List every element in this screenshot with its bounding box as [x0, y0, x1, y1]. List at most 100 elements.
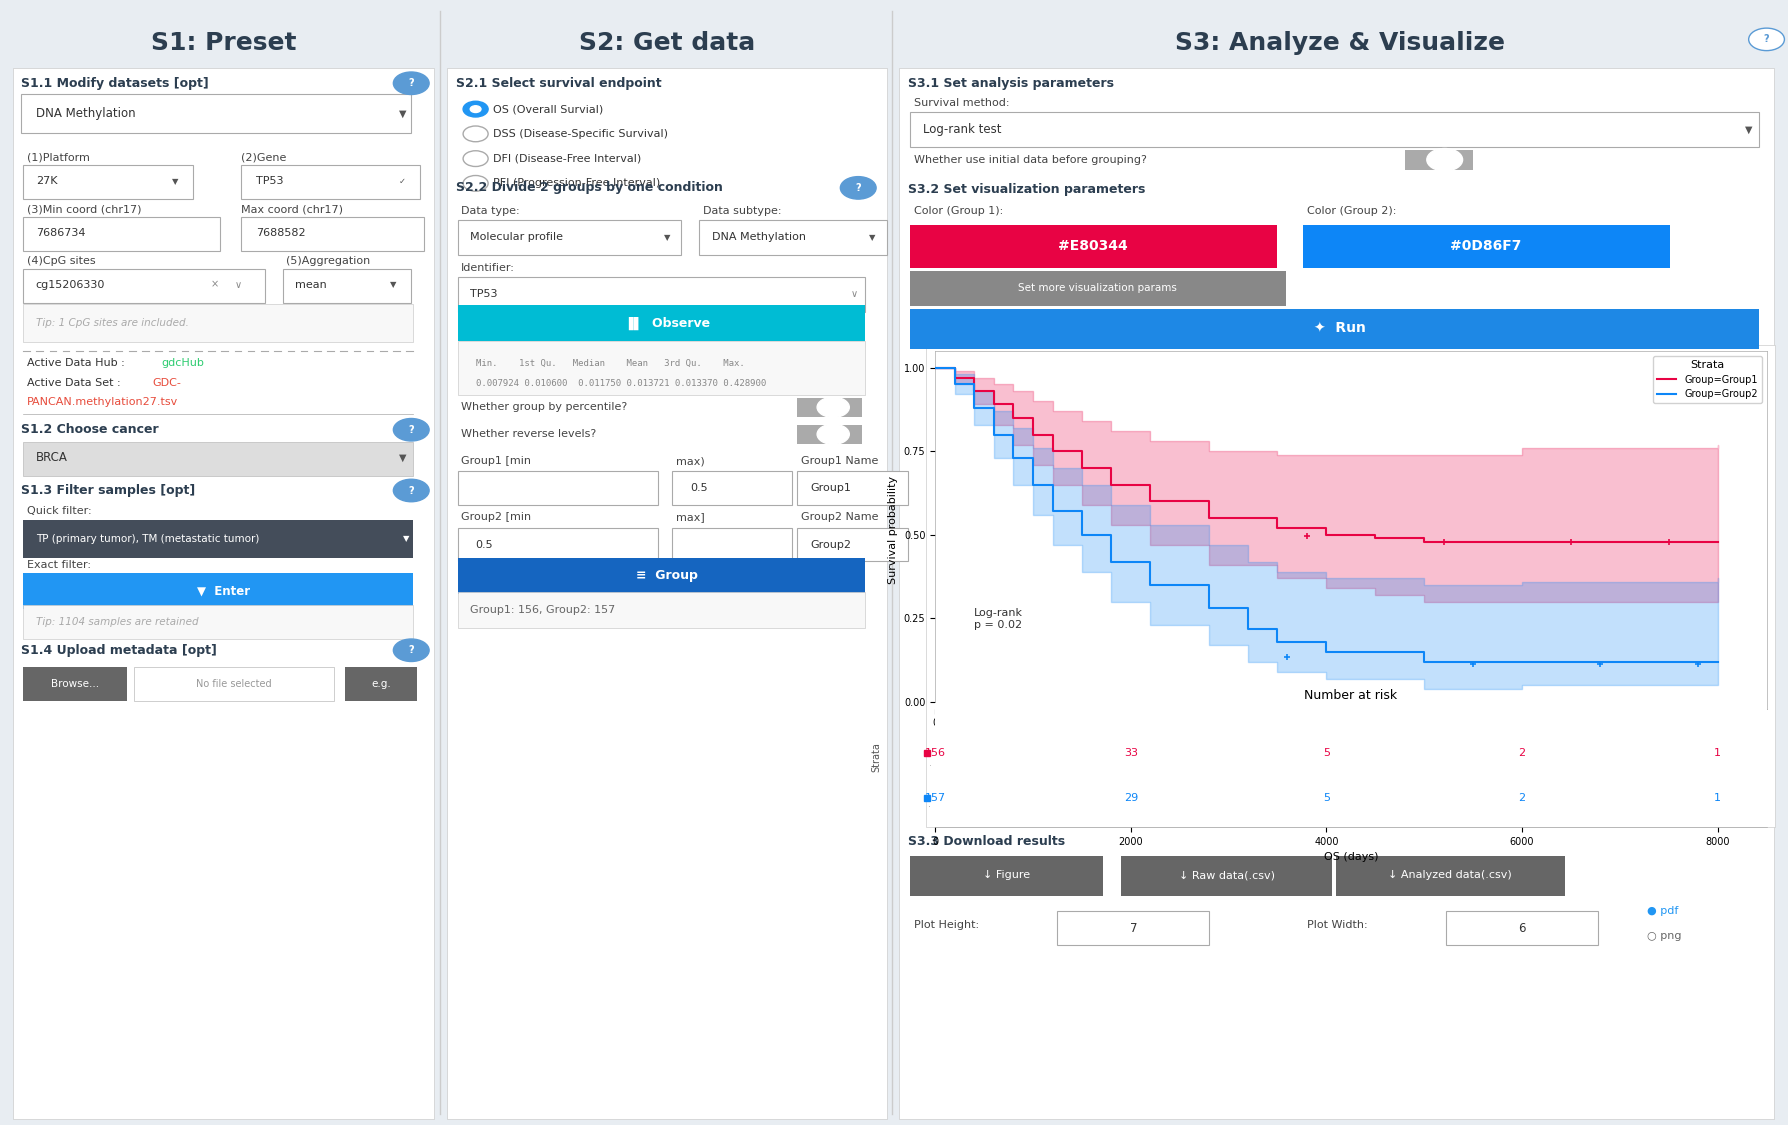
Bar [1121, 856, 1332, 896]
Text: OS (Overall Survial): OS (Overall Survial) [493, 105, 604, 114]
Bar [458, 277, 865, 312]
Text: DNA Methylation: DNA Methylation [36, 107, 136, 120]
Y-axis label: Survival probability: Survival probability [889, 476, 898, 584]
Text: S3.3 Download results: S3.3 Download results [908, 835, 1066, 848]
Bar [1303, 225, 1670, 268]
Text: BRCA: BRCA [36, 451, 68, 465]
Text: DNA Methylation: DNA Methylation [712, 233, 806, 242]
Bar [23, 165, 193, 199]
Text: Identifier:: Identifier: [461, 263, 515, 272]
Text: TP53: TP53 [256, 177, 283, 186]
Text: Data type:: Data type: [461, 207, 520, 216]
Text: Plot Width:: Plot Width: [1307, 920, 1368, 929]
Bar [345, 667, 417, 701]
Text: 5: 5 [1323, 793, 1330, 803]
Text: ▼: ▼ [1745, 125, 1752, 134]
Bar [1405, 150, 1473, 170]
Text: Group1: Group1 [810, 484, 851, 493]
Text: Group1 Name: Group1 Name [801, 457, 878, 466]
Text: ?: ? [855, 183, 862, 192]
Circle shape [1749, 28, 1784, 51]
Text: ✦  Run: ✦ Run [1314, 322, 1366, 335]
Text: (1)Platform: (1)Platform [27, 153, 89, 162]
Text: ▐▌  Observe: ▐▌ Observe [624, 316, 710, 330]
Bar [797, 425, 862, 444]
Text: 7688582: 7688582 [256, 228, 306, 237]
Text: ∨: ∨ [851, 289, 858, 298]
Text: Active Data Hub :: Active Data Hub : [27, 359, 129, 368]
Circle shape [463, 176, 488, 191]
Bar [458, 558, 865, 594]
Bar [910, 225, 1277, 268]
Bar [797, 471, 908, 505]
Bar [926, 345, 1775, 827]
Text: ● pdf: ● pdf [1647, 907, 1679, 916]
Bar [458, 220, 681, 255]
Text: 7686734: 7686734 [36, 228, 86, 237]
Text: (2)Gene: (2)Gene [241, 153, 286, 162]
Circle shape [817, 397, 849, 417]
Text: 2: 2 [1518, 748, 1525, 757]
Text: Group1 [min: Group1 [min [461, 457, 531, 466]
Bar [241, 217, 424, 251]
Text: 33: 33 [1123, 748, 1137, 757]
Text: 29: 29 [1123, 793, 1137, 803]
Text: #0D86F7: #0D86F7 [1450, 240, 1522, 253]
Bar [910, 112, 1759, 147]
Text: Molecular profile: Molecular profile [470, 233, 563, 242]
Text: ▼: ▼ [172, 177, 179, 186]
Text: ▼: ▼ [663, 233, 670, 242]
Bar [672, 471, 792, 505]
Text: S1.1 Modify datasets [opt]: S1.1 Modify datasets [opt] [21, 76, 209, 90]
Text: 6: 6 [1518, 921, 1525, 935]
Circle shape [393, 639, 429, 661]
Text: 0.5: 0.5 [690, 484, 708, 493]
Text: Whether group by percentile?: Whether group by percentile? [461, 403, 628, 412]
Bar [447, 68, 887, 1119]
Text: PANCAN.methylation27.tsv: PANCAN.methylation27.tsv [27, 397, 179, 406]
Bar [23, 605, 413, 639]
Circle shape [393, 72, 429, 94]
Text: ▼: ▼ [390, 280, 397, 289]
Bar [797, 528, 908, 561]
Bar [23, 573, 413, 609]
Text: (3)Min coord (chr17): (3)Min coord (chr17) [27, 205, 141, 214]
Text: Tip: 1104 samples are retained: Tip: 1104 samples are retained [36, 618, 198, 627]
Text: ▼: ▼ [402, 534, 409, 543]
Bar [9, 6, 438, 1119]
Text: S3.1 Set analysis parameters: S3.1 Set analysis parameters [908, 76, 1114, 90]
Text: Color (Group 1):: Color (Group 1): [914, 207, 1003, 216]
Text: max]: max] [676, 513, 704, 522]
Circle shape [840, 177, 876, 199]
Text: ?: ? [408, 79, 415, 88]
Text: (4)CpG sites: (4)CpG sites [27, 256, 95, 266]
Text: Group2 Name: Group2 Name [801, 513, 878, 522]
Text: S2.2 Divide 2 groups by one condition: S2.2 Divide 2 groups by one condition [456, 181, 722, 195]
Bar [896, 6, 1784, 1119]
Bar [1057, 911, 1209, 945]
Text: ∨: ∨ [234, 280, 241, 289]
Text: Plot Height:: Plot Height: [914, 920, 978, 929]
Text: Tip: 1 CpG sites are included.: Tip: 1 CpG sites are included. [36, 318, 190, 327]
Text: 156: 156 [924, 748, 946, 757]
Text: 1: 1 [1715, 793, 1722, 803]
Text: Min.    1st Qu.   Median    Mean   3rd Qu.    Max.: Min. 1st Qu. Median Mean 3rd Qu. Max. [476, 359, 744, 368]
Bar [23, 269, 265, 303]
Bar [910, 856, 1103, 896]
Text: TP53: TP53 [470, 289, 497, 298]
Text: ?: ? [408, 646, 415, 655]
Text: 2: 2 [1518, 793, 1525, 803]
Text: ?: ? [408, 425, 415, 434]
Bar [23, 304, 413, 342]
Bar [899, 68, 1774, 1119]
Text: ×: × [211, 280, 218, 289]
Bar [134, 667, 334, 701]
Bar [283, 269, 411, 303]
Bar [458, 471, 658, 505]
Text: 0.007924 0.010600  0.011750 0.013721 0.013370 0.428900: 0.007924 0.010600 0.011750 0.013721 0.01… [476, 379, 765, 388]
Bar [910, 271, 1286, 306]
Text: S1.2 Choose cancer: S1.2 Choose cancer [21, 423, 159, 436]
Text: #E80344: #E80344 [1057, 240, 1128, 253]
Bar [797, 398, 862, 417]
Text: Whether use initial data before grouping?: Whether use initial data before grouping… [914, 155, 1146, 164]
